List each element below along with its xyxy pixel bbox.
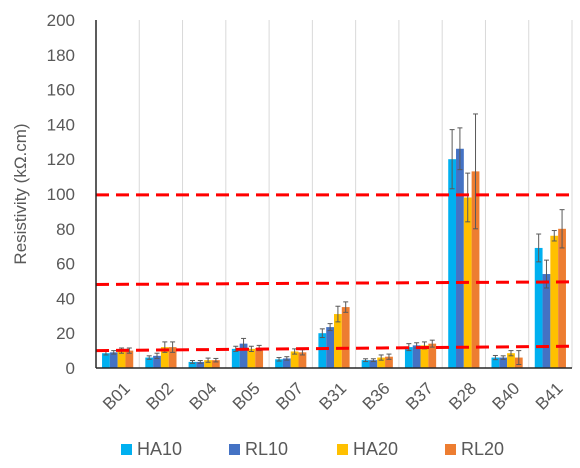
legend-label: RL20 [461,439,504,459]
x-tick-label: B01 [99,379,134,414]
x-tick-label: B36 [359,379,394,414]
bar [428,343,437,368]
bar [282,358,291,368]
bar [420,345,429,368]
bar [334,314,342,368]
bar [558,228,566,368]
bar [168,347,177,368]
bar [255,347,264,368]
bar [377,357,386,368]
axes [95,20,572,369]
bar [542,274,551,368]
y-tick-label: 120 [47,150,75,169]
x-tick-label: B02 [142,379,177,414]
y-tick-label: 20 [56,324,75,343]
y-tick-labels: 0 20 40 60 80 100 120 140 160 180 200 [47,11,75,378]
bar [211,360,220,368]
legend-label: HA20 [353,439,398,459]
bar [404,347,413,368]
legend-label: RL10 [245,439,288,459]
bars [102,148,566,368]
y-tick-label: 160 [47,81,75,100]
legend: HA10 RL10 HA20 RL20 [121,439,504,459]
x-tick-label: B04 [186,379,221,414]
bar [448,159,457,368]
x-tick-label: B40 [489,379,524,414]
legend-swatch [445,444,456,455]
bar [385,356,393,368]
y-tick-label: 180 [47,46,75,65]
bar [125,350,134,368]
bar [290,351,299,368]
bar [341,307,350,368]
bar [247,348,256,368]
y-axis-title: Resistivity (kΩ.cm) [11,123,30,264]
bar [550,235,559,368]
y-tick-label: 100 [47,185,75,204]
bar [204,360,212,368]
x-tick-label: B41 [532,379,567,414]
bar [412,345,421,368]
y-tick-label: 200 [47,11,75,30]
legend-swatch [121,444,132,455]
bar [109,352,118,368]
x-tick-labels: B01 B02 B04 B05 B07 B31 B36 B37 B28 B40 B41 [99,379,567,414]
threshold-line [95,280,573,286]
bar [117,350,126,368]
bar [275,359,283,368]
bar [471,171,480,368]
bar [196,361,205,368]
legend-label: HA10 [137,439,182,459]
legend-swatch [229,444,240,455]
bar [298,352,307,368]
bar [318,333,327,368]
x-tick-label: B28 [445,379,480,414]
bar [499,357,508,368]
y-tick-label: 140 [47,115,75,134]
bar [231,348,240,368]
y-tick-label: 60 [56,255,75,274]
y-tick-label: 40 [56,289,75,308]
bar [369,360,378,368]
bar [507,353,515,368]
bar [153,355,161,368]
x-tick-label: B07 [272,379,307,414]
x-tick-label: B05 [229,379,264,414]
bar [326,327,334,368]
error-bars [103,113,565,366]
bar [102,353,110,368]
bar [361,360,370,368]
bar [239,343,248,368]
y-tick-label: 0 [66,359,75,378]
bar [188,361,197,368]
x-tick-label: B37 [402,379,437,414]
bar [491,357,500,368]
bar [160,347,169,368]
y-tick-label: 80 [56,220,75,239]
x-tick-label: B31 [315,379,350,414]
legend-swatch [337,444,348,455]
bar [145,357,154,368]
bar [456,148,464,368]
bar [534,247,543,368]
